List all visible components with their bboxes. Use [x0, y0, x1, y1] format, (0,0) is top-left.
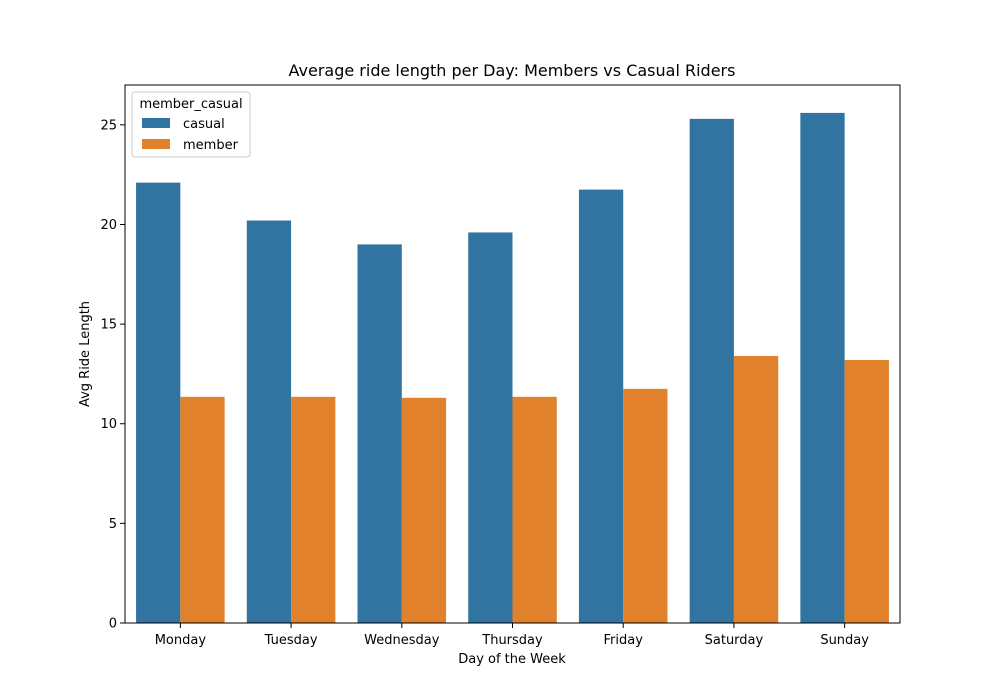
y-tick-label: 5 — [109, 517, 117, 532]
x-tick-label: Wednesday — [364, 633, 440, 648]
plot-frame — [124, 84, 901, 624]
bar-casual-friday — [578, 189, 624, 623]
legend-label-member: member — [183, 138, 239, 153]
x-tick-label: Saturday — [705, 633, 764, 648]
bar-member-monday — [180, 396, 225, 623]
y-tick-label: 10 — [100, 417, 117, 432]
legend-swatch-member — [142, 139, 170, 149]
legend-title: member_casual — [139, 97, 242, 112]
x-tick-label: Friday — [604, 633, 644, 648]
bar-member-thursday — [512, 396, 557, 623]
x-tick-label: Tuesday — [264, 633, 318, 648]
y-tick-label: 25 — [100, 118, 117, 133]
bar-casual-tuesday — [246, 220, 292, 624]
bar-casual-wednesday — [357, 244, 402, 623]
bar-member-sunday — [844, 359, 889, 623]
legend-label-casual: casual — [183, 117, 225, 132]
x-tick-label: Sunday — [820, 633, 869, 648]
chart-title: Average ride length per Day: Members vs … — [289, 61, 736, 80]
y-tick-label: 15 — [100, 318, 117, 333]
bar-casual-monday — [136, 182, 181, 624]
y-axis-ticks: 0 5 10 15 20 25 — [100, 118, 125, 632]
y-axis-label: Avg Ride Length — [78, 301, 93, 407]
bar-member-tuesday — [291, 396, 336, 623]
bar-casual-saturday — [689, 118, 734, 623]
x-tick-label: Thursday — [481, 633, 543, 648]
y-tick-label: 0 — [109, 617, 117, 632]
bar-member-wednesday — [401, 397, 447, 623]
bar-member-friday — [623, 388, 668, 623]
bar-casual-sunday — [800, 112, 845, 623]
x-tick-label: Monday — [155, 633, 207, 648]
x-axis-label: Day of the Week — [458, 652, 566, 667]
y-tick-label: 20 — [100, 218, 117, 233]
legend-swatch-casual — [142, 118, 170, 128]
bars-group — [136, 112, 889, 624]
bar-member-saturday — [733, 355, 779, 623]
x-axis-ticks: Monday Tuesday Wednesday Thursday Friday Satu… — [155, 623, 869, 648]
bar-casual-thursday — [468, 232, 513, 624]
